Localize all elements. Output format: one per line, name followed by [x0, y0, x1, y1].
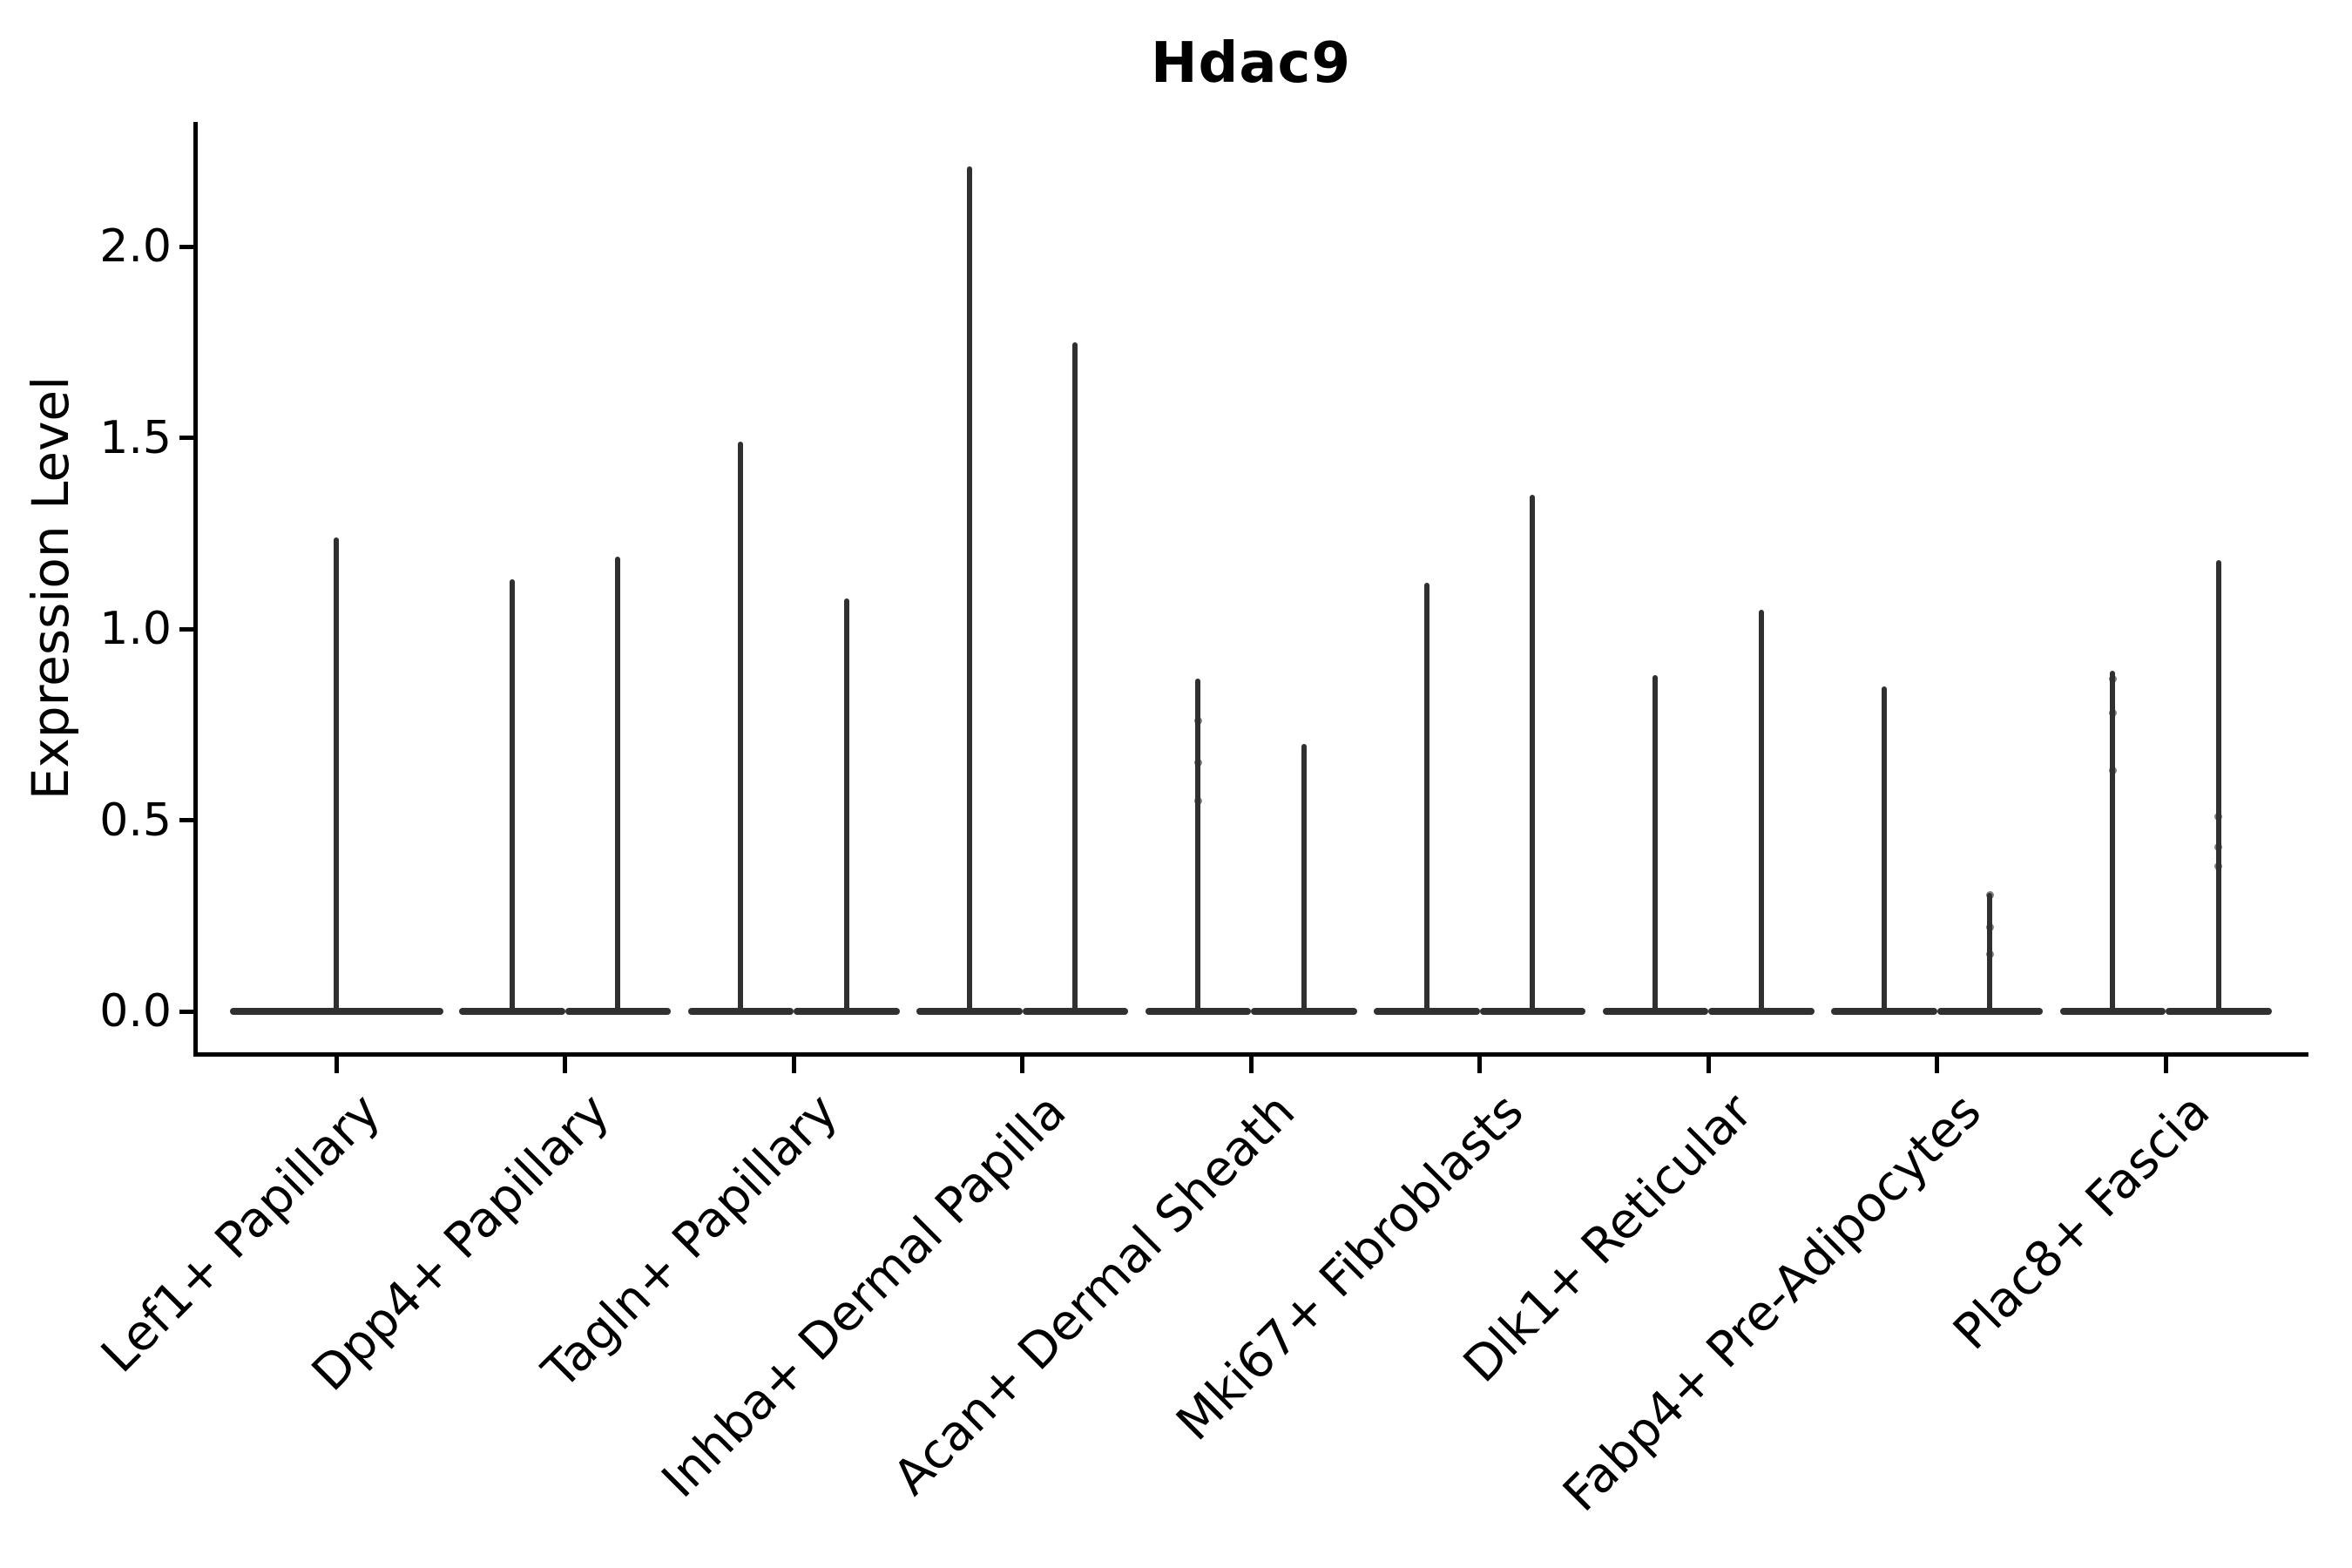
x-tick [1477, 1057, 1482, 1073]
x-tick [2163, 1057, 2168, 1073]
violin-point-dot [2108, 674, 2117, 683]
violin-point-dot [1985, 890, 1994, 899]
x-tick-label: Fabp4+ Pre-Adipocytes [1552, 1083, 1992, 1523]
violin-tail-spike [1758, 610, 1764, 1015]
x-tick-label: Inhba+ Dermal Papilla [652, 1083, 1078, 1509]
violin-tail-spike [334, 537, 339, 1015]
violin-tail-spike [2215, 559, 2221, 1015]
violin-tail-spike [1195, 679, 1201, 1015]
y-axis-spine [193, 122, 198, 1057]
violin-point-dot [2214, 862, 2223, 870]
x-tick [1020, 1057, 1024, 1073]
violin-tail-spike [615, 556, 621, 1015]
violin-point-dot [2214, 812, 2223, 821]
y-tick [179, 1009, 193, 1014]
violin-point-dot [1193, 797, 1202, 806]
x-tick [791, 1057, 796, 1073]
violin-point-dot [1985, 923, 1994, 931]
y-tick-label: 1.5 [99, 411, 172, 464]
y-tick-label: 2.0 [99, 220, 172, 273]
x-axis-spine [193, 1052, 2308, 1057]
violin-tail-spike [1881, 686, 1887, 1015]
x-tick [1935, 1057, 1939, 1073]
y-tick-label: 1.0 [99, 603, 172, 655]
violin-tail-spike [738, 441, 744, 1015]
x-tick [334, 1057, 339, 1073]
y-tick-label: 0.0 [99, 985, 172, 1037]
x-tick [1248, 1057, 1254, 1073]
x-tick [563, 1057, 567, 1073]
y-tick [179, 626, 193, 632]
y-tick [179, 244, 193, 249]
x-tick-label: Acan+ Dermal Sheath [882, 1083, 1307, 1506]
violin-tail-spike [509, 578, 515, 1015]
violin-tail-spike [1652, 674, 1659, 1015]
violin-tail-spike [1530, 495, 1536, 1015]
violin-tail-spike [1301, 743, 1307, 1015]
violin-point-dot [2214, 842, 2223, 851]
violin-tail-spike [843, 598, 849, 1015]
violin-tail-spike [2110, 671, 2116, 1015]
violin-point-dot [2108, 709, 2117, 718]
y-tick [179, 436, 193, 440]
chart-title: Hdac9 [1150, 31, 1352, 96]
y-tick [179, 818, 193, 822]
violin-point-dot [2108, 766, 2117, 774]
x-tick [1706, 1057, 1711, 1073]
violin-tail-spike [1072, 341, 1078, 1015]
violin-tail-spike [1423, 583, 1429, 1015]
violin-tail-spike [966, 166, 972, 1015]
violin-point-dot [1985, 950, 1994, 958]
y-tick-label: 0.5 [99, 794, 172, 847]
violin-point-dot [1193, 716, 1202, 725]
violin-point-dot [1193, 759, 1202, 767]
y-axis-label: Expression Level [21, 375, 80, 801]
